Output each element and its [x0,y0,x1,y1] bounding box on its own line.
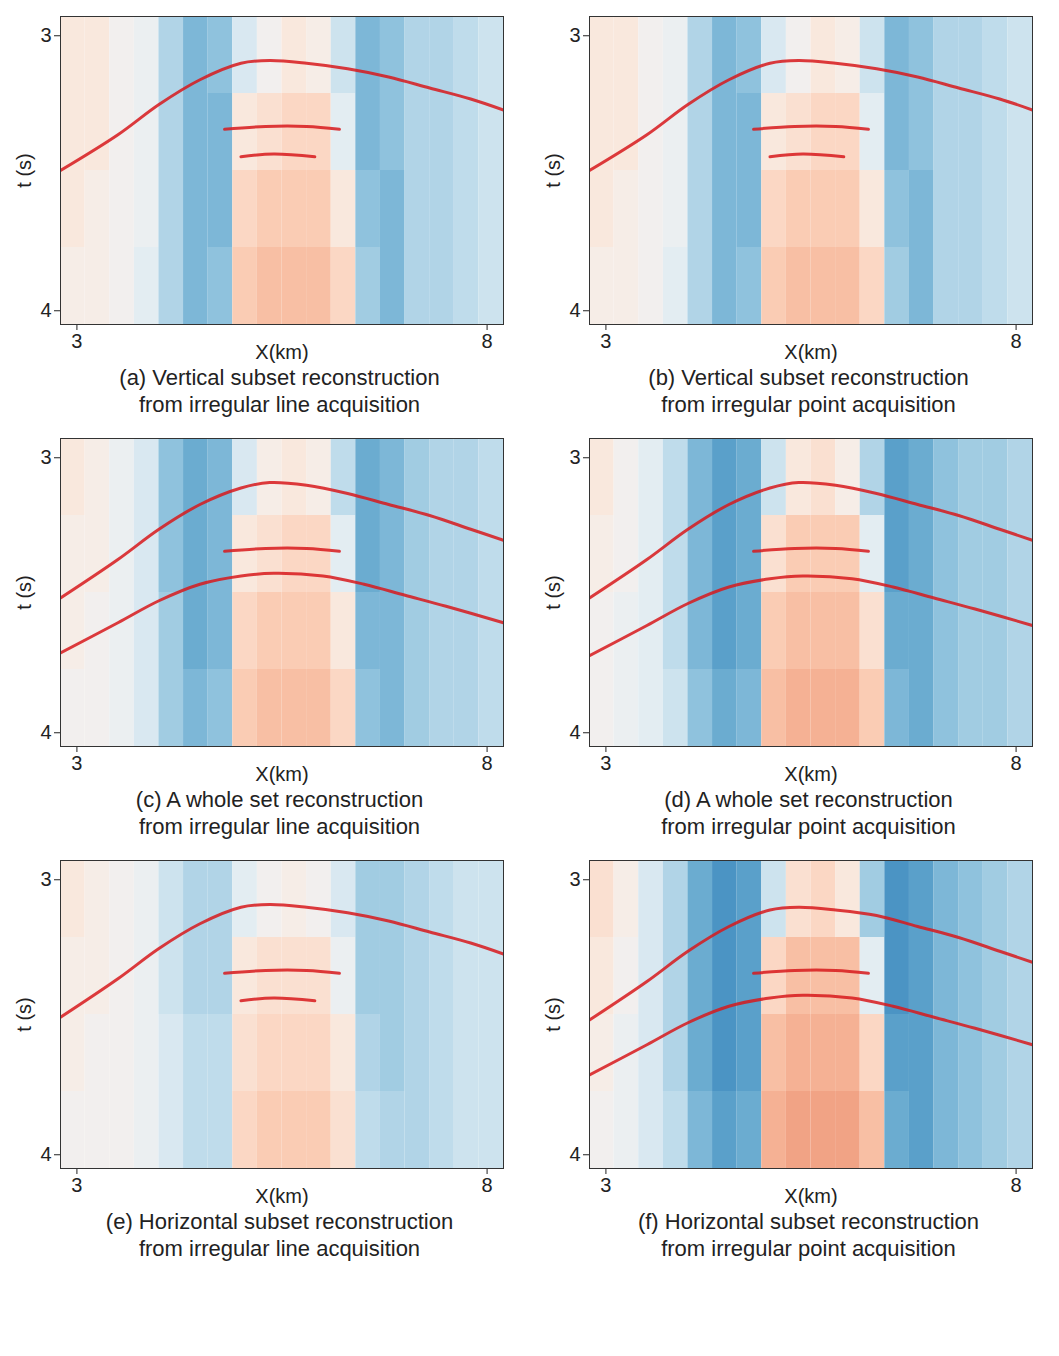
svg-text:3: 3 [569,446,580,468]
svg-text:X(km): X(km) [784,341,837,363]
svg-text:4: 4 [569,721,580,743]
svg-text:3: 3 [40,868,51,890]
svg-text:3: 3 [600,752,611,774]
svg-text:3: 3 [569,24,580,46]
svg-text:3: 3 [569,868,580,890]
svg-text:3: 3 [600,1174,611,1196]
html-text:(a) Vertical subset reconstruc: (a) Vertical subset reconstruction from … [119,365,440,417]
html-text:(e) Horizontal subset reconstr: (e) Horizontal subset reconstruction fro… [105,1209,454,1261]
svg-text:3: 3 [71,1174,82,1196]
svg-text:8: 8 [482,330,493,352]
svg-text:8: 8 [1011,752,1022,774]
svg-text:X(km): X(km) [255,763,308,785]
svg-text:3: 3 [71,752,82,774]
svg-text:X(km): X(km) [255,1185,308,1207]
svg-text:3: 3 [40,24,51,46]
svg-text:8: 8 [482,752,493,774]
svg-text:t (s): t (s) [542,575,564,609]
svg-text:t (s): t (s) [13,997,35,1031]
svg-text:t (s): t (s) [542,153,564,187]
svg-text:X(km): X(km) [784,1185,837,1207]
svg-text:8: 8 [482,1174,493,1196]
svg-text:8: 8 [1011,1174,1022,1196]
svg-text:4: 4 [40,299,51,321]
html-text:(c) A whole set reconstruction: (c) A whole set reconstruction from irre… [135,787,424,839]
svg-text:3: 3 [40,446,51,468]
svg-text:3: 3 [71,330,82,352]
svg-text:t (s): t (s) [542,997,564,1031]
html-text:(f) Horizontal subset reconstr: (f) Horizontal subset reconstruction fro… [637,1209,980,1261]
html-text:(d) A whole set reconstruction: (d) A whole set reconstruction from irre… [661,787,956,839]
svg-text:4: 4 [40,1143,51,1165]
svg-text:8: 8 [1011,330,1022,352]
svg-text:X(km): X(km) [784,763,837,785]
svg-text:4: 4 [40,721,51,743]
svg-text:4: 4 [569,1143,580,1165]
html-text:(b) Vertical subset reconstruc: (b) Vertical subset reconstruction from … [648,365,969,417]
svg-text:X(km): X(km) [255,341,308,363]
svg-text:3: 3 [600,330,611,352]
svg-text:4: 4 [569,299,580,321]
svg-text:t (s): t (s) [13,153,35,187]
svg-text:t (s): t (s) [13,575,35,609]
